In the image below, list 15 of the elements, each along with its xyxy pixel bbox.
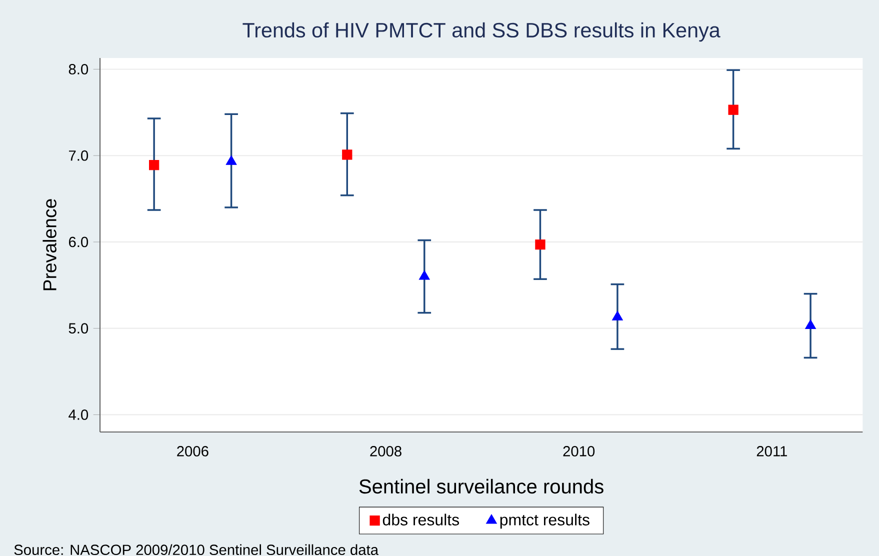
y-tick-label: 7.0 — [68, 150, 88, 161]
y-tick-label: 6.0 — [68, 236, 88, 248]
x-tick-label: 2011 — [756, 446, 787, 456]
source-note: Source: NASCOP 2009/2010 Sentinel Surveillance data — [14, 544, 379, 556]
legend-label: dbs results — [382, 514, 460, 526]
y-tick-label: 4.0 — [68, 410, 88, 420]
chart-title: Trends of HIV PMTCT and SS DBS results in Kenya — [242, 22, 720, 42]
x-tick-label: 2008 — [370, 446, 402, 456]
x-axis-title: Sentinel surveilance rounds — [359, 478, 604, 494]
y-tick-label: 8.0 — [68, 64, 88, 74]
x-tick-label: 2010 — [563, 446, 595, 456]
x-tick-label: 2006 — [177, 446, 208, 456]
y-tick-label: 5.0 — [68, 323, 88, 334]
y-axis-title: Prevalence — [42, 199, 56, 290]
legend-label: pmtct results — [500, 514, 590, 529]
